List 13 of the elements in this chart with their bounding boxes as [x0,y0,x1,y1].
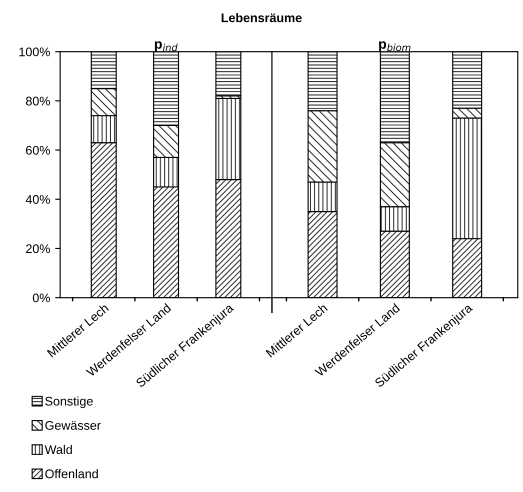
y-tick-label: 0% [32,293,50,302]
legend-label: Gewässer [45,420,101,430]
y-tick-label: 60% [26,146,50,155]
legend-label: Sonstige [45,396,93,408]
legend-label: Offenland [45,469,98,478]
chart-title: p$_{ind}$ [154,41,178,52]
y-tick-label: 100% [19,47,50,56]
y-tick-label: 40% [26,195,50,204]
y-tick-label: 20% [26,244,50,254]
y-tick-label: 80% [26,96,50,106]
legend-label: Wald [44,444,72,454]
text: Lebensräume [222,13,302,22]
chart-title: p$_{biom}$ [379,41,410,52]
